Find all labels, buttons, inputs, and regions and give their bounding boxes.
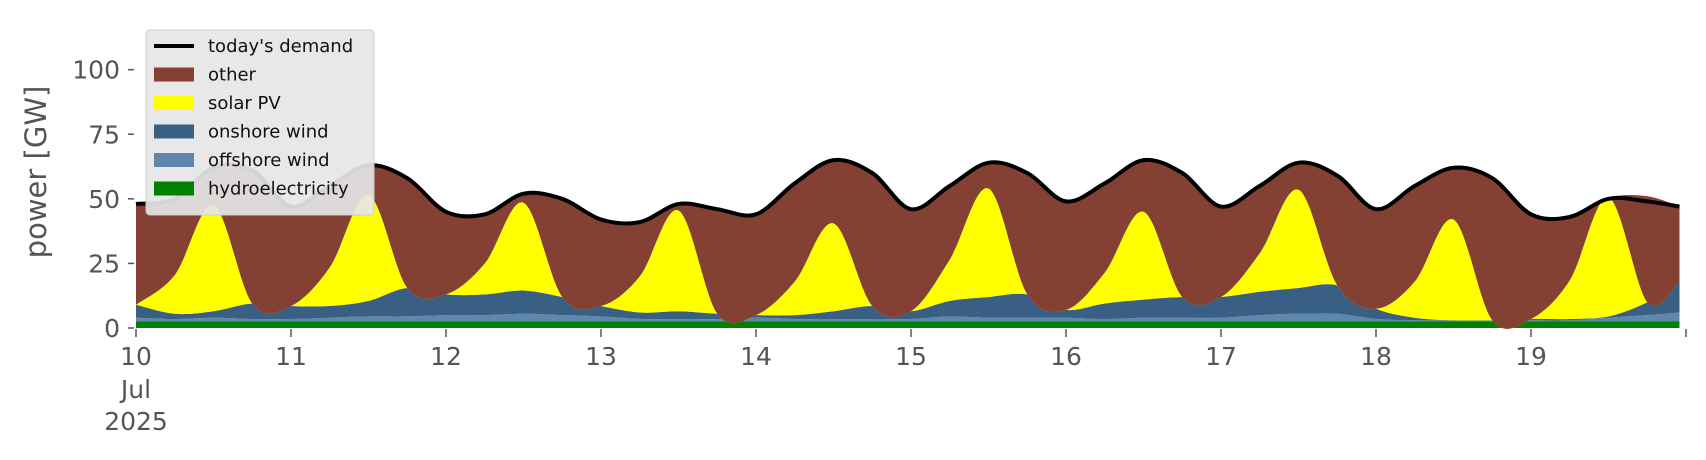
legend-swatch	[154, 67, 194, 82]
x-tick-label: 18	[1360, 342, 1392, 371]
x-tick-label: 17	[1205, 342, 1237, 371]
area-hydroelectricity	[136, 321, 1680, 328]
legend-label: onshore wind	[208, 122, 329, 143]
x-tick-sublabel: 2025	[104, 407, 168, 436]
area-offshore-wind	[136, 312, 1680, 322]
area-onshore-wind	[136, 281, 1680, 321]
x-tick-label: 10	[120, 342, 152, 371]
legend-box	[145, 29, 375, 216]
legend-label: solar PV	[208, 93, 281, 114]
y-tick-label: 0	[104, 314, 120, 343]
x-tick-label: 19	[1515, 342, 1547, 371]
legend-swatch	[154, 124, 194, 139]
x-tick-label: 13	[585, 342, 617, 371]
legend-label: offshore wind	[208, 150, 330, 171]
y-tick-label: 50	[88, 185, 120, 214]
legend-label: today's demand	[208, 36, 353, 57]
legend: today's demand other solar PV onshore wind o…	[145, 29, 375, 216]
x-tick-label: 15	[895, 342, 927, 371]
y-tick-label: 75	[88, 120, 120, 149]
axes: power [GW] 0 25 50 75 100 10 Jul 2025 11 12 13 14 15…	[19, 56, 1687, 436]
legend-label: other	[208, 65, 257, 86]
area-other	[136, 159, 1680, 329]
stacked-areas	[136, 159, 1680, 329]
legend-swatch	[154, 153, 194, 167]
demand-line-layer	[135, 157, 1680, 226]
x-tick-sublabel: Jul	[119, 375, 151, 404]
legend-label: hydroelectricity	[208, 179, 349, 200]
x-tick-label: 11	[275, 342, 307, 371]
x-tick-label: 12	[430, 342, 462, 371]
demand-line	[135, 157, 1680, 226]
x-tick-label: 16	[1050, 342, 1082, 371]
y-tick-label: 100	[72, 56, 120, 85]
y-tick-label: 25	[88, 249, 120, 278]
legend-swatch	[154, 181, 194, 196]
area-solar-pv	[136, 188, 1680, 329]
legend-swatch	[154, 96, 194, 110]
y-axis-label: power [GW]	[19, 86, 53, 259]
x-tick-label: 14	[740, 342, 772, 371]
